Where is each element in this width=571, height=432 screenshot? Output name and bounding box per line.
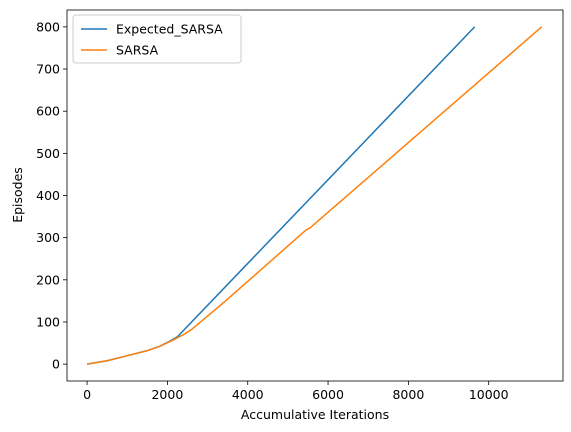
y-axis-label: Episodes — [10, 167, 25, 223]
y-tick-label: 0 — [52, 357, 60, 372]
plot-area — [67, 10, 563, 381]
y-tick-label: 400 — [36, 188, 60, 203]
x-tick-label: 10000 — [469, 387, 509, 402]
x-tick-label: 0 — [83, 387, 91, 402]
series-layer — [86, 26, 543, 365]
legend-label-expected-sarsa: Expected_SARSA — [116, 22, 223, 37]
x-tick-label: 6000 — [312, 387, 344, 402]
y-tick-label: 500 — [36, 146, 60, 161]
y-tick-label: 200 — [36, 272, 60, 287]
legend: Expected_SARSA SARSA — [72, 14, 242, 64]
legend-label-sarsa: SARSA — [116, 43, 159, 58]
y-axis-ticks: 0 100 200 300 400 500 600 700 800 — [36, 19, 67, 372]
x-tick-label: 2000 — [151, 387, 183, 402]
y-tick-label: 100 — [36, 314, 60, 329]
y-tick-label: 600 — [36, 104, 60, 119]
y-tick-label: 300 — [36, 230, 60, 245]
x-axis-label: Accumulative Iterations — [241, 407, 389, 422]
y-tick-label: 800 — [36, 19, 60, 34]
series-line-sarsa — [86, 26, 543, 365]
x-tick-label: 4000 — [232, 387, 264, 402]
y-tick-label: 700 — [36, 62, 60, 77]
legend-box — [72, 14, 242, 64]
x-tick-label: 8000 — [392, 387, 424, 402]
x-axis-ticks: 0 2000 4000 6000 8000 10000 — [83, 381, 509, 402]
